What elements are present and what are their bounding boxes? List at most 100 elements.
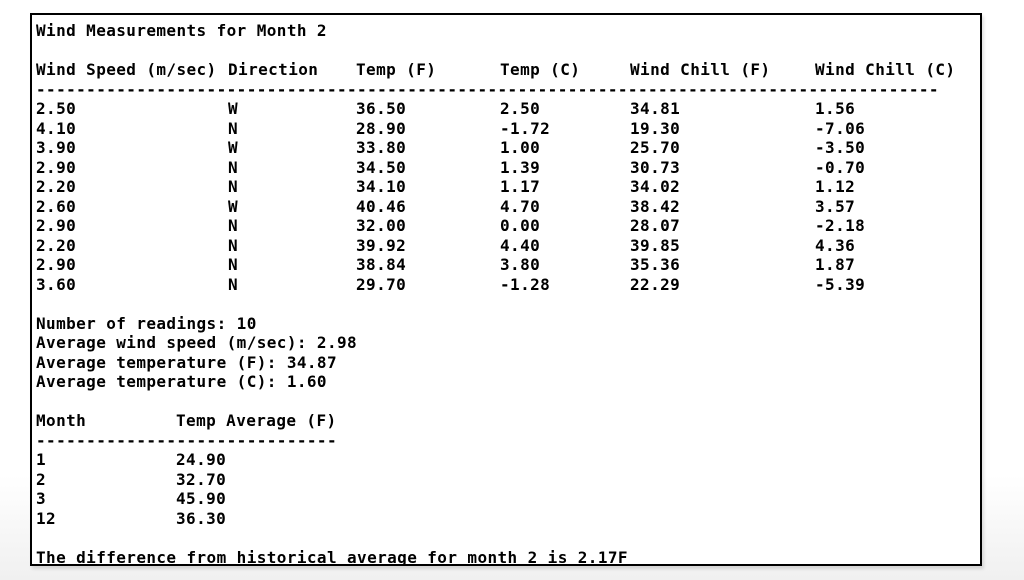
cell-wind-chill-f: 34.81: [630, 99, 681, 118]
cell-temp-c: 0.00: [500, 216, 541, 235]
measurements-header-row: Wind Speed (m/sec) Direction Temp (F) Te…: [36, 60, 972, 80]
measurement-row: 2.20 N 34.10 1.17 34.02 1.12: [36, 177, 972, 197]
summary-readings: Number of readings: 10: [36, 313, 257, 333]
cell-wind-chill-f: 38.42: [630, 196, 681, 216]
cell-temp-c: 3.80: [500, 255, 541, 274]
summary-avg-wind-speed: Average wind speed (m/sec): 2.98: [36, 333, 358, 352]
cell-temp-avg: 45.90: [176, 489, 227, 508]
report-title: Wind Measurements for Month 2: [36, 21, 327, 40]
cell-wind-speed: 3.90: [36, 138, 77, 157]
cell-direction: N: [228, 255, 239, 274]
blank-line: [36, 41, 972, 61]
cell-wind-chill-f: 19.30: [630, 118, 681, 138]
col-header-wind-chill-f: Wind Chill (F): [630, 60, 771, 79]
cell-wind-speed: 3.60: [36, 274, 77, 294]
measurement-row: 2.20 N 39.92 4.40 39.85 4.36: [36, 236, 972, 256]
cell-month: 2: [36, 469, 47, 489]
cell-temp-f: 38.84: [356, 255, 407, 274]
measurement-row: 2.90 N 34.50 1.39 30.73 -0.70: [36, 158, 972, 178]
cell-wind-chill-f: 22.29: [630, 274, 681, 294]
cell-wind-chill-f: 35.36: [630, 255, 681, 274]
cell-wind-chill-c: 3.57: [815, 196, 856, 216]
measurement-row: 3.90 W 33.80 1.00 25.70 -3.50: [36, 138, 972, 158]
cell-temp-f: 34.50: [356, 157, 407, 177]
monthly-row: 12 36.30: [36, 509, 972, 529]
cell-temp-f: 29.70: [356, 274, 407, 294]
cell-temp-c: -1.28: [500, 274, 551, 294]
summary-avg-temp-f: Average temperature (F): 34.87: [36, 352, 337, 372]
cell-wind-chill-f: 25.70: [630, 138, 681, 157]
cell-direction: N: [228, 235, 239, 255]
cell-temp-c: 2.50: [500, 99, 541, 118]
cell-direction: W: [228, 138, 239, 157]
measurement-row: 4.10 N 28.90 -1.72 19.30 -7.06: [36, 119, 972, 139]
monthly-row: 3 45.90: [36, 489, 972, 509]
cell-wind-chill-c: -2.18: [815, 216, 866, 235]
measurements-separator: ----------------------------------------…: [36, 79, 939, 99]
cell-wind-chill-c: 1.12: [815, 177, 856, 196]
cell-temp-f: 32.00: [356, 216, 407, 235]
cell-wind-chill-f: 39.85: [630, 235, 681, 255]
cell-wind-chill-c: -3.50: [815, 138, 866, 157]
monthly-separator: ------------------------------: [36, 430, 337, 450]
col-header-temp-c: Temp (C): [500, 60, 581, 79]
measurement-row: 2.90 N 38.84 3.80 35.36 1.87: [36, 255, 972, 275]
cell-month: 1: [36, 450, 47, 469]
cell-month: 3: [36, 489, 47, 508]
col-header-temp-avg: Temp Average (F): [176, 411, 337, 430]
wind-report-window: Wind Measurements for Month 2 Wind Speed…: [30, 13, 982, 566]
blank-line: [36, 294, 972, 314]
blank-line: [36, 392, 972, 412]
col-header-temp-f: Temp (F): [356, 60, 437, 79]
measurement-row: 3.60 N 29.70 -1.28 22.29 -5.39: [36, 275, 972, 295]
cell-wind-speed: 2.50: [36, 99, 77, 118]
cell-wind-speed: 2.20: [36, 177, 77, 196]
cell-wind-chill-f: 28.07: [630, 216, 681, 235]
cell-wind-chill-c: -0.70: [815, 157, 866, 177]
cell-direction: W: [228, 196, 239, 216]
cell-direction: N: [228, 274, 239, 294]
cell-wind-chill-c: 1.56: [815, 99, 856, 118]
cell-temp-c: -1.72: [500, 118, 551, 138]
cell-temp-f: 36.50: [356, 99, 407, 118]
cell-wind-chill-c: 4.36: [815, 235, 856, 255]
col-header-month: Month: [36, 411, 87, 430]
cell-wind-chill-c: 1.87: [815, 255, 856, 274]
cell-direction: N: [228, 177, 239, 196]
cell-temp-f: 40.46: [356, 196, 407, 216]
cell-temp-c: 4.40: [500, 235, 541, 255]
cell-wind-chill-f: 30.73: [630, 157, 681, 177]
cell-wind-chill-f: 34.02: [630, 177, 681, 196]
cell-wind-speed: 2.90: [36, 157, 77, 177]
cell-temp-f: 39.92: [356, 235, 407, 255]
cell-temp-f: 34.10: [356, 177, 407, 196]
measurement-row: 2.50 W 36.50 2.50 34.81 1.56: [36, 99, 972, 119]
cell-wind-speed: 4.10: [36, 118, 77, 138]
monthly-header-row: Month Temp Average (F): [36, 411, 972, 431]
measurement-row: 2.90 N 32.00 0.00 28.07 -2.18: [36, 216, 972, 236]
cell-temp-c: 1.00: [500, 138, 541, 157]
cell-temp-avg: 36.30: [176, 508, 227, 528]
cell-wind-speed: 2.60: [36, 196, 77, 216]
cell-direction: W: [228, 99, 239, 118]
monthly-row: 2 32.70: [36, 470, 972, 490]
cell-wind-chill-c: -5.39: [815, 274, 866, 294]
summary-avg-temp-c: Average temperature (C): 1.60: [36, 372, 327, 391]
cell-month: 12: [36, 508, 57, 528]
cell-temp-avg: 24.90: [176, 450, 227, 469]
cell-temp-c: 4.70: [500, 196, 541, 216]
footer-difference-line: The difference from historical average f…: [36, 547, 628, 566]
measurement-row: 2.60 W 40.46 4.70 38.42 3.57: [36, 197, 972, 217]
col-header-wind-chill-c: Wind Chill (C): [815, 60, 956, 79]
cell-direction: N: [228, 157, 239, 177]
cell-temp-f: 28.90: [356, 118, 407, 138]
col-header-direction: Direction: [228, 60, 319, 79]
cell-temp-f: 33.80: [356, 138, 407, 157]
cell-wind-speed: 2.90: [36, 216, 77, 235]
cell-temp-c: 1.17: [500, 177, 541, 196]
cell-temp-avg: 32.70: [176, 469, 227, 489]
monthly-row: 1 24.90: [36, 450, 972, 470]
cell-temp-c: 1.39: [500, 157, 541, 177]
cell-wind-speed: 2.90: [36, 255, 77, 274]
cell-wind-speed: 2.20: [36, 235, 77, 255]
